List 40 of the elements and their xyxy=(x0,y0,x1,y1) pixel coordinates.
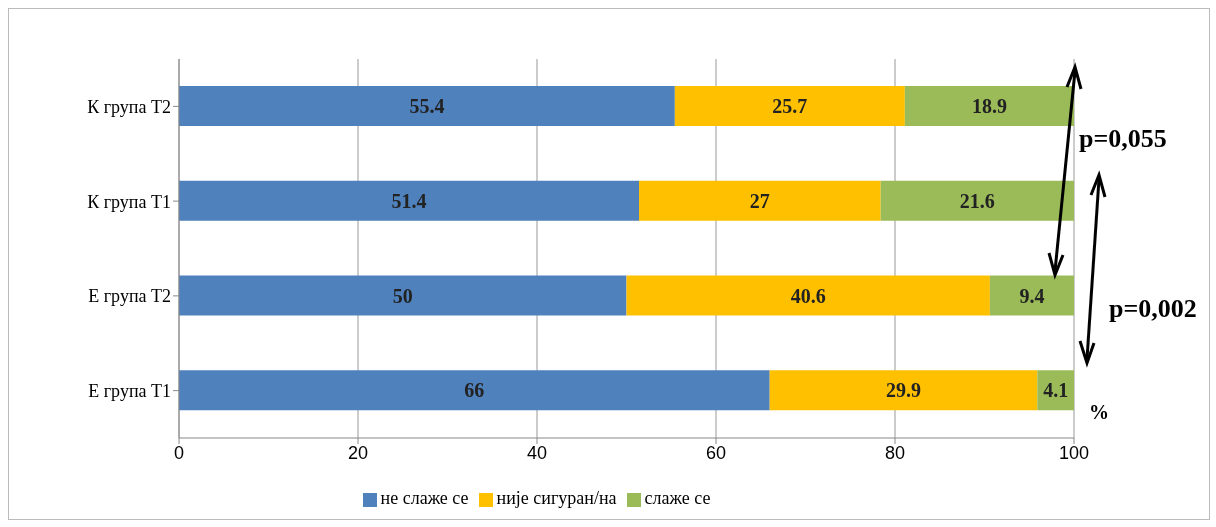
bar xyxy=(179,86,675,126)
data-label: 51.4 xyxy=(391,189,427,212)
x-axis-title: % xyxy=(1089,401,1109,424)
y-tick-label: К група Т2 xyxy=(87,96,171,117)
bar xyxy=(1037,370,1074,411)
bar xyxy=(904,86,1074,126)
x-tick-label: 20 xyxy=(347,442,369,463)
legend-label: слаже се xyxy=(644,488,711,508)
bar xyxy=(989,275,1074,316)
text: p=0,055 xyxy=(1079,124,1167,154)
bar xyxy=(674,86,905,126)
data-label: 55.4 xyxy=(409,95,445,118)
data-label: 40.6 xyxy=(790,284,826,307)
bar xyxy=(769,370,1038,411)
y-tick-label: Е група Т2 xyxy=(88,286,171,307)
x-tick-label: 0 xyxy=(173,442,185,463)
y-tick-label: Е група Т1 xyxy=(88,381,171,402)
data-label: 66 xyxy=(464,379,485,402)
bar xyxy=(179,370,770,411)
bar xyxy=(880,180,1074,221)
bar xyxy=(639,180,881,221)
bar xyxy=(626,275,990,316)
data-label: 27 xyxy=(749,189,770,212)
text: p=0,002 xyxy=(1109,294,1197,324)
y-tick-label: К група Т1 xyxy=(87,191,171,212)
x-tick-label: 40 xyxy=(526,442,548,463)
x-tick-label: 80 xyxy=(884,442,906,463)
data-label: 50 xyxy=(392,284,413,307)
data-label: 9.4 xyxy=(1019,284,1045,307)
x-tick-label: 100 xyxy=(1058,442,1090,463)
data-label: 25.7 xyxy=(772,95,808,118)
data-label: 18.9 xyxy=(971,95,1007,118)
data-label: 29.9 xyxy=(886,379,921,402)
bar xyxy=(179,275,627,316)
legend-label: није сигуран/на xyxy=(496,488,617,508)
legend-label: не слаже се xyxy=(380,488,469,508)
bar xyxy=(179,180,640,221)
x-tick-label: 60 xyxy=(705,442,727,463)
data-label: 4.1 xyxy=(1043,379,1069,402)
data-label: 21.6 xyxy=(959,189,995,212)
